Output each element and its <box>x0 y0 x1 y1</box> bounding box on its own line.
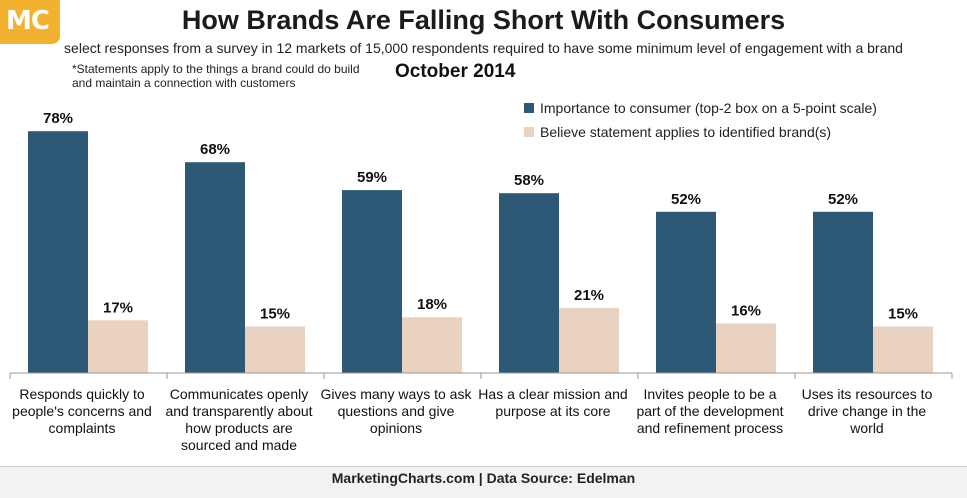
legend-swatch-importance <box>524 103 534 113</box>
bar-believe-5 <box>716 323 776 373</box>
data-label-believe-1: 17% <box>103 299 133 316</box>
bar-believe-4 <box>559 307 619 373</box>
footer-bar <box>0 466 967 498</box>
logo-text: MC <box>6 6 50 36</box>
data-label-importance-6: 52% <box>828 191 858 208</box>
data-label-importance-2: 68% <box>200 141 230 158</box>
category-label-5: Invites people to be a part of the devel… <box>636 386 784 436</box>
data-label-believe-3: 18% <box>417 296 447 313</box>
data-label-believe-5: 16% <box>731 302 761 319</box>
data-label-believe-6: 15% <box>888 306 918 323</box>
data-source: MarketingCharts.com | Data Source: Edelm… <box>331 470 636 486</box>
bar-importance-2 <box>185 162 245 373</box>
legend-swatch-believe <box>524 127 534 137</box>
category-label-4: Has a clear mission and purpose at its c… <box>478 386 628 419</box>
category-label-6: Uses its resources to drive change in th… <box>801 386 933 436</box>
bar-importance-5 <box>656 211 716 373</box>
bar-importance-1 <box>28 131 88 373</box>
bar-importance-4 <box>499 193 559 373</box>
bar-believe-6 <box>873 326 933 373</box>
legend-label-believe: Believe statement applies to identified … <box>540 124 832 140</box>
category-label-2: Communicates openly and transparently ab… <box>165 386 313 453</box>
data-label-importance-3: 59% <box>357 169 387 186</box>
legend-label-importance: Importance to consumer (top-2 box on a 5… <box>540 100 877 116</box>
chart-subtitle: select responses from a survey in 12 mar… <box>64 40 903 56</box>
category-label-3: Gives many ways to ask questions and giv… <box>320 386 472 436</box>
data-label-importance-5: 52% <box>671 191 701 208</box>
category-label-1: Responds quickly to people's concerns an… <box>12 386 152 436</box>
data-label-importance-1: 78% <box>43 110 73 127</box>
bar-importance-3 <box>342 190 402 373</box>
chart-date: October 2014 <box>395 61 516 82</box>
logo: MC <box>0 0 60 44</box>
bar-believe-3 <box>402 317 462 373</box>
bar-believe-1 <box>88 320 148 373</box>
data-label-believe-4: 21% <box>574 287 604 304</box>
bar-believe-2 <box>245 326 305 373</box>
data-label-importance-4: 58% <box>514 172 544 189</box>
footnote: *Statements apply to the things a brand … <box>72 62 360 90</box>
bar-importance-6 <box>813 211 873 373</box>
data-label-believe-2: 15% <box>260 306 290 323</box>
chart-title: How Brands Are Falling Short With Consum… <box>181 5 786 35</box>
